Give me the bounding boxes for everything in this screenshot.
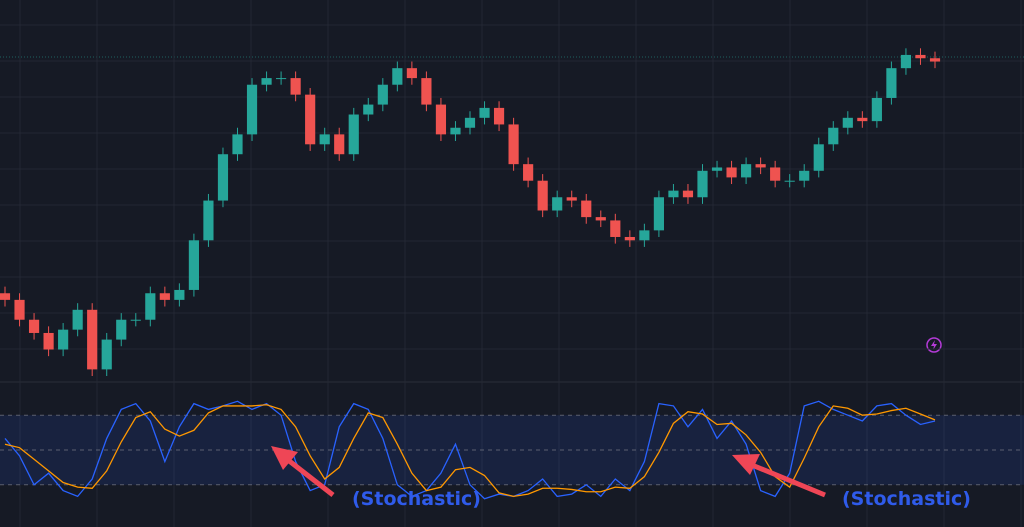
annotation: (Stochastic) <box>352 488 481 510</box>
candle-body <box>0 293 11 300</box>
candle-body <box>28 319 40 333</box>
arrows <box>271 446 826 498</box>
candle-body <box>377 84 388 105</box>
candle-body <box>537 180 548 211</box>
candle-body <box>14 299 25 320</box>
candle-body <box>290 78 301 95</box>
candle-body <box>43 332 54 350</box>
candle-body <box>421 78 432 105</box>
lightning-icon[interactable] <box>926 337 942 353</box>
candle-body <box>116 319 127 340</box>
candle-body <box>203 200 214 241</box>
candle-body <box>929 58 941 62</box>
candle-body <box>232 134 243 155</box>
candle-body <box>566 197 577 201</box>
candle-body <box>624 236 635 241</box>
candle-body <box>145 293 156 320</box>
candle-body <box>508 124 519 165</box>
stoch-line <box>4 404 936 498</box>
candle-body <box>784 180 795 182</box>
candle-body <box>755 164 766 168</box>
candle-body <box>741 164 752 178</box>
candle-body <box>857 117 868 122</box>
candle-body <box>464 117 476 128</box>
candle-body <box>915 54 926 59</box>
candle-body <box>682 190 694 198</box>
candle-body <box>87 309 98 370</box>
stoch-line <box>4 400 936 500</box>
candle-body <box>842 117 853 128</box>
candle-body <box>639 230 650 241</box>
candle-body <box>581 200 592 218</box>
candle-body <box>72 309 83 330</box>
candle-body <box>130 319 141 321</box>
candle-body <box>523 164 534 181</box>
candle-body <box>174 289 185 300</box>
candle-body <box>101 339 112 370</box>
candle-body <box>246 84 258 135</box>
candle-body <box>348 114 359 155</box>
candle-body <box>900 54 912 69</box>
candle-body <box>726 167 737 178</box>
candle-body <box>392 68 403 85</box>
candle-body <box>871 97 882 122</box>
candle-body <box>319 134 330 145</box>
candle-body <box>363 104 374 115</box>
candle-body <box>479 107 490 118</box>
candle-body <box>828 127 839 145</box>
candle-body <box>697 170 708 198</box>
candle-body <box>334 134 345 155</box>
candle-body <box>276 78 287 80</box>
candle-body <box>813 144 824 171</box>
candle-body <box>799 170 810 181</box>
candle-body <box>711 167 723 171</box>
candle-body <box>217 154 229 201</box>
candle-body <box>58 329 69 350</box>
candle-body <box>610 220 621 237</box>
candle-body <box>770 167 781 181</box>
candle-body <box>668 190 679 198</box>
candle-body <box>435 104 447 135</box>
candle-body <box>450 127 461 135</box>
candle-body <box>406 68 417 79</box>
candle-body <box>653 197 664 231</box>
candle-body <box>595 217 606 221</box>
annotation: (Stochastic) <box>842 488 971 510</box>
candle-body <box>886 68 897 98</box>
candle-body <box>493 107 505 125</box>
candle-body <box>305 94 316 145</box>
candle-body <box>159 293 170 300</box>
candle-body <box>188 240 199 290</box>
candle-body <box>552 197 563 211</box>
candle-body <box>261 78 272 85</box>
